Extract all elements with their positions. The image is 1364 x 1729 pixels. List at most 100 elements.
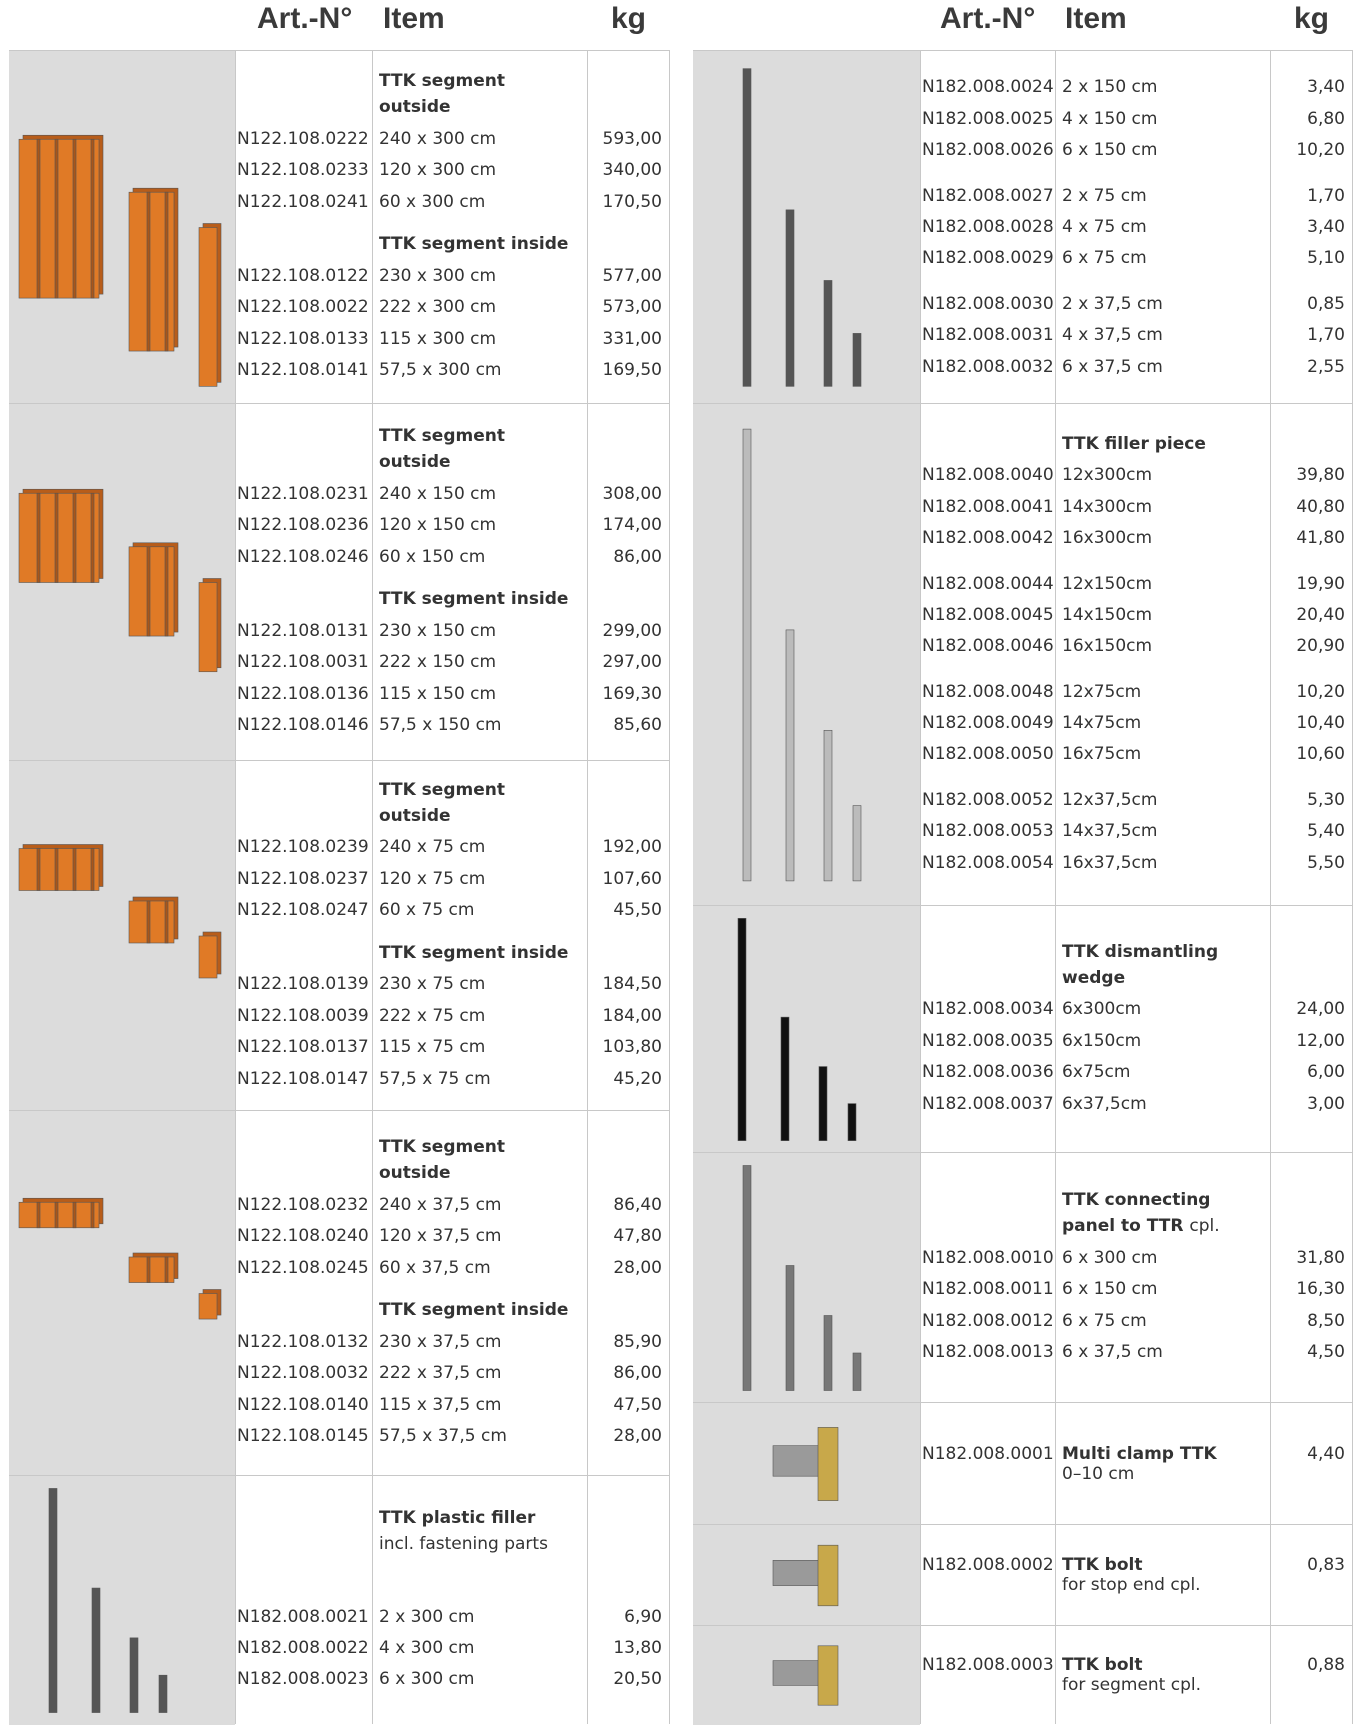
item-row: N182.008.0030 2 x 37,5 cm 0,85	[920, 288, 1353, 319]
item: 14x75cm	[1062, 713, 1142, 734]
image-cell	[693, 1403, 920, 1525]
art-no: N122.108.0145	[237, 1426, 369, 1447]
weight: 5,40	[1307, 821, 1345, 842]
item-row: N122.108.0139 230 x 75 cm 184,50	[235, 969, 670, 1000]
row-group: TTK plastic filler incl. fastening parts N…	[235, 1505, 670, 1695]
art-no: N182.008.0054	[922, 852, 1054, 873]
catalog-section: TTK segment outside N122.108.0231 240 x 15…	[9, 403, 670, 761]
column-rule	[1055, 51, 1056, 403]
item-row: N182.008.0027 2 x 75 cm 1,70	[920, 180, 1353, 211]
column-rule	[1270, 51, 1271, 403]
item: 14x300cm	[1062, 496, 1153, 517]
item-row: N182.008.0010 6 x 300 cm 31,80	[920, 1242, 1353, 1273]
weight: 31,80	[1296, 1247, 1345, 1268]
row-list: N182.008.0001 Multi clamp TTK 0–10 cm 4,40	[920, 1403, 1353, 1524]
column-rule	[1055, 1153, 1056, 1402]
art-no: N122.108.0240	[237, 1226, 369, 1247]
column-rule	[1352, 906, 1353, 1152]
item-row: N182.008.0012 6 x 75 cm 8,50	[920, 1305, 1353, 1336]
row-group: TTK segment outside N122.108.0239 240 x 75…	[235, 777, 670, 926]
column-rule	[1055, 404, 1056, 905]
heading-text: TTK dismantling wedge	[1062, 941, 1219, 988]
item: 4 x 300 cm	[379, 1637, 475, 1658]
catalog-section: N182.008.0024 2 x 150 cm 3,40 N182.008.0025…	[693, 50, 1353, 404]
item: 4 x 75 cm	[1062, 216, 1147, 237]
item: 12x37,5cm	[1062, 789, 1158, 810]
product-image	[772, 1645, 839, 1706]
catalog-section: N182.008.0002 TTK bolt for stop end cpl. 0,…	[693, 1524, 1353, 1626]
item: 230 x 300 cm	[379, 265, 497, 286]
weight: 24,00	[1296, 999, 1345, 1020]
art-no: N182.008.0052	[922, 789, 1054, 810]
catalog-section: TTK segment outside N122.108.0222 240 x 30…	[9, 50, 670, 404]
art-no: N122.108.0139	[237, 974, 369, 995]
row-group: TTK segment outside N122.108.0231 240 x 15…	[235, 423, 670, 572]
heading-text: TTK filler piece	[1062, 433, 1206, 454]
column-rule	[1270, 1525, 1271, 1625]
art-no: N182.008.0012	[922, 1310, 1054, 1331]
item: 240 x 300 cm	[379, 128, 497, 149]
art-no: N182.008.0026	[922, 140, 1054, 161]
column-rule	[235, 404, 236, 760]
item-row: N122.108.0022 222 x 300 cm 573,00	[235, 292, 670, 323]
art-no: N182.008.0003	[922, 1655, 1054, 1675]
column-rule	[669, 761, 670, 1110]
catalog-section: TTK segment outside N122.108.0232 240 x 37…	[9, 1110, 670, 1476]
item: 230 x 75 cm	[379, 974, 486, 995]
column-rule	[1270, 906, 1271, 1152]
column-rule	[235, 1476, 236, 1724]
item: 115 x 75 cm	[379, 1037, 486, 1058]
weight: 45,20	[613, 1068, 662, 1089]
art-no: N122.108.0141	[237, 360, 369, 381]
item: 14x150cm	[1062, 604, 1153, 625]
product-image	[772, 1427, 839, 1501]
heading-text: TTK segment inside	[379, 942, 569, 963]
art-no: N182.008.0049	[922, 713, 1054, 734]
item-note: for segment cpl.	[1062, 1675, 1202, 1695]
catalog-section: TTK filler piece N182.008.0040 12x300cm 39,…	[693, 403, 1353, 906]
column-rule	[920, 1525, 921, 1625]
item-row: N182.008.0013 6 x 37,5 cm 4,50	[920, 1336, 1353, 1367]
group-heading: TTK segment inside	[372, 1297, 580, 1323]
item-row: N122.108.0233 120 x 300 cm 340,00	[235, 155, 670, 186]
weight: 86,40	[613, 1194, 662, 1215]
art-no: N122.108.0133	[237, 328, 369, 349]
item: 230 x 37,5 cm	[379, 1331, 502, 1352]
heading-text: TTK segment inside	[379, 1300, 569, 1321]
item: 120 x 37,5 cm	[379, 1226, 502, 1247]
weight: 2,55	[1307, 356, 1345, 377]
image-cell	[9, 51, 235, 404]
item-row: N182.008.0031 4 x 37,5 cm 1,70	[920, 319, 1353, 350]
item: 2 x 300 cm	[379, 1606, 475, 1627]
column-rule	[1270, 1153, 1271, 1402]
item: 57,5 x 75 cm	[379, 1068, 491, 1089]
column-rule	[587, 1111, 588, 1475]
header-item: Item	[1065, 2, 1127, 35]
product-image	[737, 918, 857, 1141]
column-rule	[1270, 1403, 1271, 1524]
column-rule	[669, 404, 670, 760]
catalog-section: N182.008.0001 Multi clamp TTK 0–10 cm 4,40	[693, 1402, 1353, 1525]
item-row: N182.008.0042 16x300cm 41,80	[920, 522, 1353, 553]
weight: 10,20	[1296, 681, 1345, 702]
item-row: N122.108.0032 222 x 37,5 cm 86,00	[235, 1358, 670, 1389]
art-no: N182.008.0002	[922, 1555, 1054, 1575]
weight: 174,00	[602, 515, 662, 536]
weight: 86,00	[613, 1363, 662, 1384]
column-rule	[1055, 1626, 1056, 1724]
weight: 10,40	[1296, 713, 1345, 734]
heading-text: TTK connecting panel to TTR	[1062, 1190, 1211, 1237]
item: 115 x 37,5 cm	[379, 1394, 502, 1415]
weight: 170,50	[602, 191, 662, 212]
item: 6x300cm	[1062, 999, 1142, 1020]
column-rule	[235, 1111, 236, 1475]
group-heading: TTK segment inside	[372, 231, 580, 257]
image-cell	[693, 404, 920, 906]
group-heading: TTK segment outside	[372, 777, 580, 829]
art-no: N182.008.0046	[922, 636, 1054, 657]
weight: 1,70	[1307, 325, 1345, 346]
art-no: N182.008.0037	[922, 1093, 1054, 1114]
item-row: N182.008.0041 14x300cm 40,80	[920, 491, 1353, 522]
image-cell	[693, 1525, 920, 1626]
item-name: Multi clamp TTK	[1062, 1443, 1217, 1464]
